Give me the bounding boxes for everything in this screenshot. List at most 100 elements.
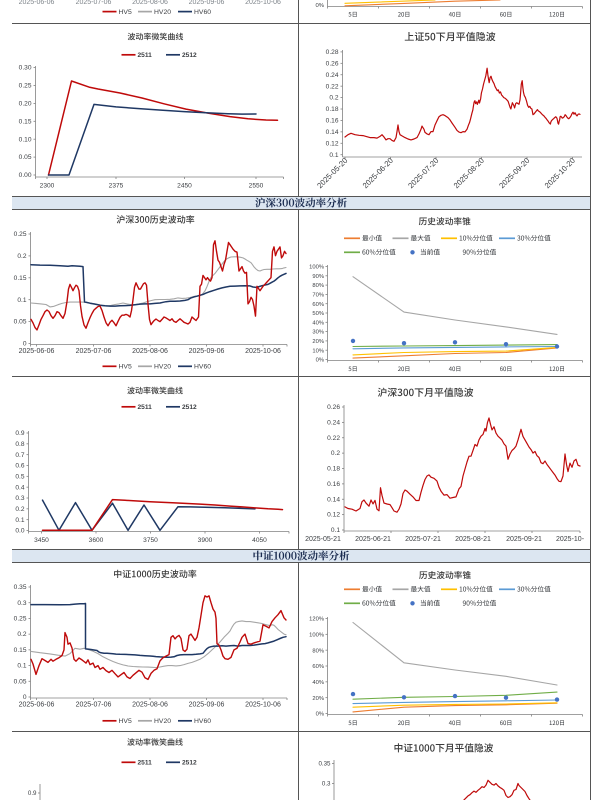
svg-text:0.1: 0.1 [17, 297, 26, 304]
svg-text:0.12: 0.12 [326, 140, 339, 147]
svg-text:2025-09-06: 2025-09-06 [189, 702, 225, 709]
svg-text:0.3: 0.3 [15, 495, 24, 502]
svg-text:HV5: HV5 [119, 9, 132, 16]
svg-text:3750: 3750 [143, 537, 158, 544]
svg-text:2025-07-21: 2025-07-21 [405, 536, 441, 543]
svg-text:0.6: 0.6 [15, 463, 24, 470]
svg-text:HV20: HV20 [154, 364, 171, 371]
svg-text:0.2: 0.2 [331, 450, 340, 457]
svg-text:0.15: 0.15 [14, 647, 27, 654]
svg-text:0%: 0% [315, 3, 324, 9]
svg-text:40%: 40% [312, 320, 324, 326]
svg-text:2025-09-21: 2025-09-21 [506, 536, 542, 543]
svg-text:0.2: 0.2 [17, 631, 26, 638]
svg-text:2025-08-06: 2025-08-06 [132, 348, 168, 355]
svg-text:2025-10-06: 2025-10-06 [245, 0, 281, 6]
svg-text:2450: 2450 [177, 183, 192, 190]
svg-text:0.9: 0.9 [15, 430, 24, 437]
svg-text:0.14: 0.14 [326, 129, 339, 136]
svg-text:0.7: 0.7 [15, 452, 24, 459]
svg-text:2025-06-21: 2025-06-21 [355, 536, 391, 543]
svg-text:0.4: 0.4 [15, 484, 24, 491]
svg-text:0.2: 0.2 [15, 506, 24, 513]
svg-text:0.1: 0.1 [331, 527, 340, 534]
svg-text:0.24: 0.24 [327, 419, 340, 426]
svg-text:80%: 80% [312, 648, 324, 654]
svg-text:2375: 2375 [109, 183, 124, 190]
svg-text:120%: 120% [309, 617, 324, 623]
svg-text:2025-09-06: 2025-09-06 [189, 0, 225, 6]
svg-text:0.00: 0.00 [19, 172, 32, 179]
svg-text:2025-10-06: 2025-10-06 [245, 702, 281, 709]
svg-text:0.24: 0.24 [326, 72, 339, 79]
svg-text:0.22: 0.22 [326, 83, 339, 90]
svg-text:0.35: 0.35 [318, 761, 331, 768]
svg-text:3450: 3450 [34, 537, 49, 544]
svg-text:2512: 2512 [182, 760, 197, 767]
svg-text:0: 0 [23, 341, 27, 348]
svg-text:0.3: 0.3 [17, 600, 26, 607]
svg-text:2025-08-21: 2025-08-21 [455, 536, 491, 543]
svg-text:2025-05-21: 2025-05-21 [305, 536, 341, 543]
svg-text:0.1: 0.1 [329, 152, 338, 159]
svg-text:80%: 80% [312, 283, 324, 289]
svg-text:0%: 0% [316, 358, 324, 364]
svg-text:2511: 2511 [138, 404, 153, 411]
svg-text:2025-10-: 2025-10- [556, 536, 585, 543]
svg-text:3900: 3900 [198, 537, 213, 544]
svg-text:10%: 10% [312, 348, 324, 354]
svg-text:0.25: 0.25 [14, 231, 27, 238]
svg-text:0.25: 0.25 [14, 616, 27, 623]
svg-text:HV60: HV60 [194, 9, 211, 16]
svg-text:0.05: 0.05 [14, 678, 27, 685]
svg-text:0.14: 0.14 [327, 496, 340, 503]
svg-text:2025-06-06: 2025-06-06 [19, 702, 55, 709]
svg-text:0.15: 0.15 [14, 275, 27, 282]
svg-text:0.15: 0.15 [19, 118, 32, 125]
svg-text:0.30: 0.30 [19, 65, 32, 72]
svg-text:30%: 30% [312, 330, 324, 336]
svg-text:3600: 3600 [89, 537, 104, 544]
svg-text:0%: 0% [316, 712, 324, 718]
svg-text:2512: 2512 [182, 52, 197, 59]
svg-text:0.5: 0.5 [15, 473, 24, 480]
svg-text:0.28: 0.28 [326, 49, 339, 56]
svg-text:0: 0 [23, 694, 27, 701]
svg-text:0.05: 0.05 [19, 154, 32, 161]
svg-text:40%: 40% [312, 680, 324, 686]
svg-text:2550: 2550 [249, 183, 264, 190]
svg-text:2512: 2512 [182, 404, 197, 411]
svg-text:2025-10-06: 2025-10-06 [245, 348, 281, 355]
svg-text:0.9: 0.9 [28, 790, 37, 797]
svg-text:2025-08-06: 2025-08-06 [132, 702, 168, 709]
svg-text:0.16: 0.16 [326, 118, 339, 125]
svg-text:0.16: 0.16 [327, 481, 340, 488]
svg-text:2025-06-06: 2025-06-06 [19, 0, 55, 6]
svg-text:0.0: 0.0 [15, 528, 24, 535]
svg-text:0.3: 0.3 [322, 781, 331, 788]
svg-text:60%: 60% [312, 664, 324, 670]
svg-text:2025-06-06: 2025-06-06 [19, 348, 55, 355]
svg-text:0.18: 0.18 [326, 106, 339, 113]
svg-text:20%: 20% [312, 696, 324, 702]
svg-text:HV20: HV20 [154, 9, 171, 16]
svg-text:0.22: 0.22 [327, 435, 340, 442]
svg-text:0.1: 0.1 [17, 663, 26, 670]
svg-text:2511: 2511 [138, 760, 153, 767]
svg-text:0.12: 0.12 [327, 512, 340, 519]
svg-text:2025-07-06: 2025-07-06 [76, 348, 112, 355]
svg-text:90%: 90% [312, 274, 324, 280]
svg-text:0.20: 0.20 [19, 101, 32, 108]
svg-text:0.25: 0.25 [19, 83, 32, 90]
svg-text:HV5: HV5 [119, 364, 132, 371]
svg-text:2025-09-06: 2025-09-06 [189, 348, 225, 355]
svg-text:2511: 2511 [138, 52, 153, 59]
svg-text:0.26: 0.26 [327, 404, 340, 411]
svg-text:0.1: 0.1 [15, 517, 24, 524]
svg-text:0.05: 0.05 [14, 319, 27, 326]
svg-text:0.18: 0.18 [327, 466, 340, 473]
svg-text:2025-07-06: 2025-07-06 [76, 0, 112, 6]
svg-text:2025-07-06: 2025-07-06 [76, 702, 112, 709]
svg-text:4050: 4050 [252, 537, 267, 544]
svg-text:100%: 100% [309, 265, 324, 271]
